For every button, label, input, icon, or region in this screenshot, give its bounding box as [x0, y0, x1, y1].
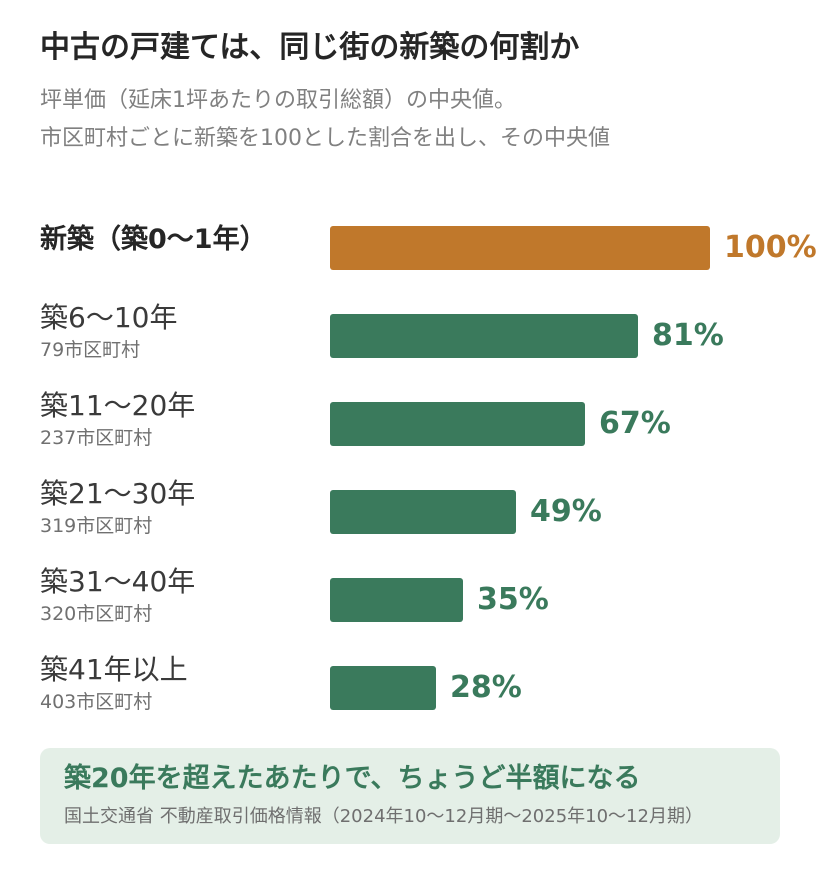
- chart-title: 中古の戸建ては、同じ街の新築の何割か: [40, 30, 580, 65]
- category-label: 築11〜20年: [40, 389, 196, 422]
- municipality-count: 237市区町村: [40, 427, 153, 449]
- bar: [330, 314, 638, 358]
- bar-row: 築41年以上 403市区町村 28%: [0, 652, 820, 722]
- category-label: 築41年以上: [40, 653, 188, 686]
- municipality-count: 403市区町村: [40, 691, 153, 713]
- category-label: 築6〜10年: [40, 301, 178, 334]
- bar-row: 築6〜10年 79市区町村 81%: [0, 300, 820, 370]
- value-label: 35%: [477, 582, 549, 617]
- value-label: 67%: [599, 406, 671, 441]
- subtitle-line-1: 坪単価（延床1坪あたりの取引総額）の中央値。: [40, 88, 516, 113]
- value-label: 100%: [724, 230, 817, 265]
- bar: [330, 490, 516, 534]
- takeaway-callout: 築20年を超えたあたりで、ちょうど半額になる 国土交通省 不動産取引価格情報（2…: [40, 748, 780, 844]
- category-label: 新築（築0〜1年）: [40, 224, 267, 255]
- municipality-count: 79市区町村: [40, 339, 141, 361]
- chart-subtitle: 坪単価（延床1坪あたりの取引総額）の中央値。 市区町村ごとに新築を100とした割…: [40, 82, 780, 158]
- value-label: 49%: [530, 494, 602, 529]
- bar-row: 築21〜30年 319市区町村 49%: [0, 476, 820, 546]
- source-note: 国土交通省 不動産取引価格情報（2024年10〜12月期〜2025年10〜12月…: [64, 806, 703, 827]
- bar: [330, 402, 585, 446]
- bar-row: 築11〜20年 237市区町村 67%: [0, 388, 820, 458]
- bar: [330, 226, 710, 270]
- municipality-count: 320市区町村: [40, 603, 153, 625]
- bar-row: 築31〜40年 320市区町村 35%: [0, 564, 820, 634]
- value-label: 81%: [652, 318, 724, 353]
- bar: [330, 666, 436, 710]
- category-label: 築31〜40年: [40, 565, 196, 598]
- callout-headline: 築20年を超えたあたりで、ちょうど半額になる: [64, 763, 641, 794]
- subtitle-line-2: 市区町村ごとに新築を100とした割合を出し、その中央値: [40, 126, 610, 151]
- category-label: 築21〜30年: [40, 477, 196, 510]
- municipality-count: 319市区町村: [40, 515, 153, 537]
- bar-row: 新築（築0〜1年） 100%: [0, 212, 820, 282]
- bar: [330, 578, 463, 622]
- value-label: 28%: [450, 670, 522, 705]
